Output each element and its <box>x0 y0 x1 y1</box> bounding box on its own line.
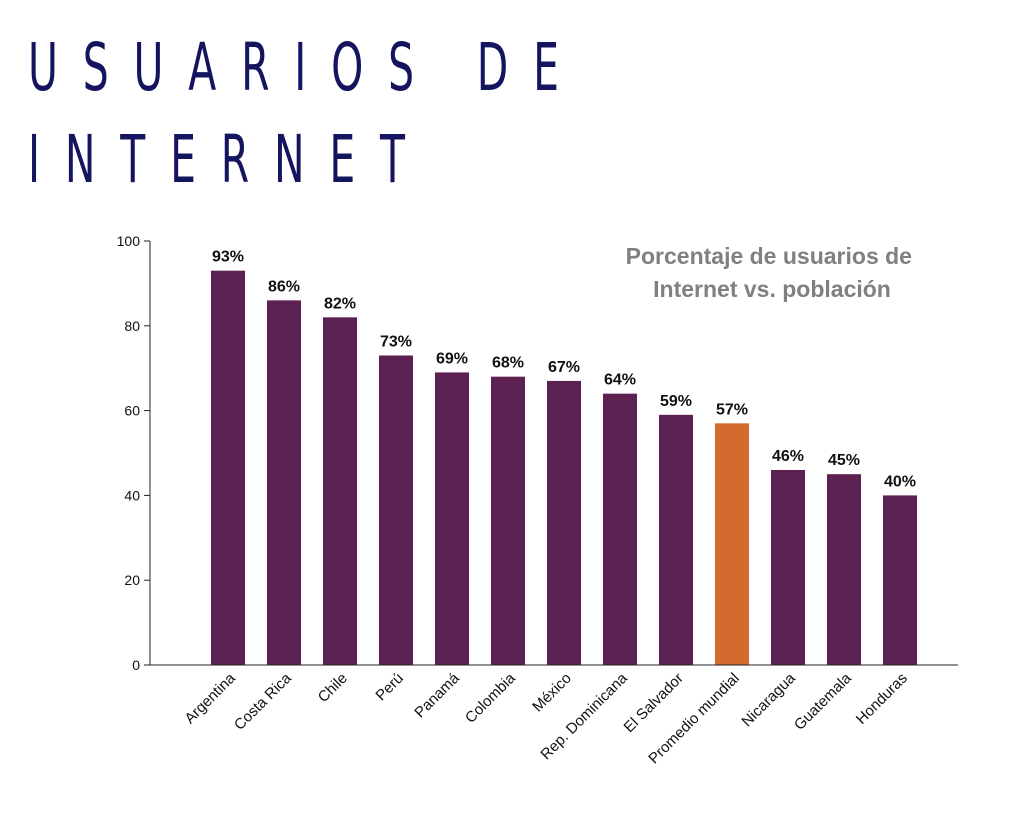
data-label-9: 57% <box>716 401 748 418</box>
bar-7 <box>603 393 637 665</box>
data-label-0: 93% <box>212 249 244 266</box>
bar-10 <box>771 469 805 665</box>
chart-subtitle-line-2: Internet vs. población <box>653 276 891 302</box>
y-tick-label-0: 0 <box>132 657 140 673</box>
x-tick-label-3: Perú <box>372 670 406 704</box>
y-tick-label-4: 80 <box>124 318 140 334</box>
data-label-2: 82% <box>324 295 356 312</box>
x-tick-label-2: Chile <box>315 670 351 706</box>
data-label-5: 68% <box>492 355 524 372</box>
x-tick-label-1: Costa Rica <box>231 669 295 733</box>
page-title: USUARIOS DE INTERNET <box>28 22 584 206</box>
bars-group <box>211 270 917 665</box>
bar-11 <box>827 474 861 665</box>
bar-8 <box>659 414 693 665</box>
x-tick-label-11: Guatemala <box>791 669 855 733</box>
bar-3 <box>379 355 413 665</box>
y-tick-label-3: 60 <box>124 403 140 419</box>
bar-5 <box>491 376 525 665</box>
chart-subtitle-line-1: Porcentaje de usuarios de <box>626 243 912 269</box>
bar-6 <box>547 380 581 665</box>
x-tick-label-12: Honduras <box>853 670 911 728</box>
title-line-1: USUARIOS DE <box>28 29 584 106</box>
data-label-1: 86% <box>268 278 300 295</box>
x-tick-label-10: Nicaragua <box>738 669 799 730</box>
y-tick-label-5: 100 <box>117 233 141 249</box>
y-tick-label-1: 20 <box>124 572 140 588</box>
data-label-7: 64% <box>604 372 636 389</box>
bar-12 <box>883 495 917 665</box>
data-label-10: 46% <box>772 448 804 465</box>
bar-9 <box>715 423 749 665</box>
bar-0 <box>211 270 245 665</box>
data-labels-group: 93% 86% 82% 73% 69% 68% 67% 64% 59% 57% 46% 45% 40% <box>212 249 916 491</box>
bar-2 <box>323 317 357 665</box>
bar-4 <box>435 372 469 665</box>
data-label-6: 67% <box>548 359 580 376</box>
axes-group <box>149 241 958 666</box>
y-tick-label-2: 40 <box>124 487 140 503</box>
bar-1 <box>267 300 301 665</box>
x-tick-label-0: Argentina <box>181 669 239 727</box>
x-tick-label-5: Colombia <box>462 669 519 726</box>
data-label-4: 69% <box>436 350 468 367</box>
x-tick-label-4: Panamá <box>411 669 463 721</box>
data-label-12: 40% <box>884 473 916 490</box>
data-label-11: 45% <box>828 452 860 469</box>
data-label-8: 59% <box>660 393 692 410</box>
y-ticks-group: 0 20 40 60 80 100 <box>117 233 150 673</box>
x-tick-label-6: México <box>529 670 575 716</box>
data-label-3: 73% <box>380 333 412 350</box>
title-line-2: INTERNET <box>28 121 430 198</box>
chart-subtitle: Porcentaje de usuarios de Internet vs. p… <box>626 243 919 302</box>
